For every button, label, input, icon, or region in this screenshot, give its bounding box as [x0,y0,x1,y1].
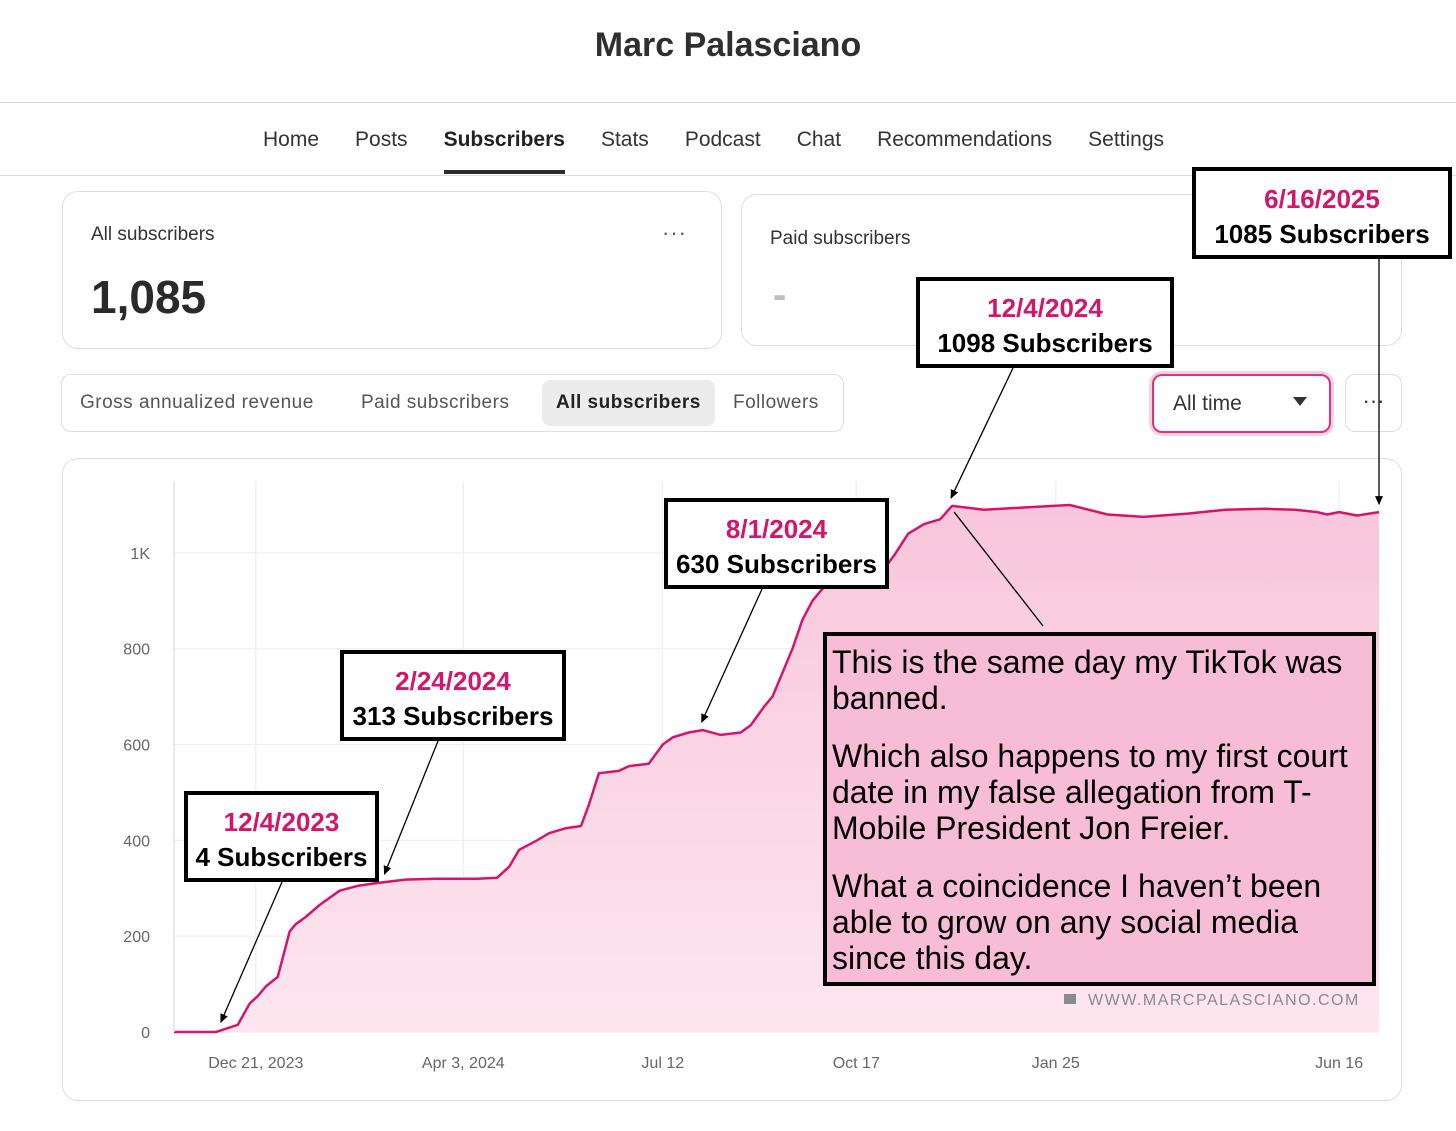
callout-feb-2024: 2/24/2024 313 Subscribers [340,650,566,741]
callout-count: 313 Subscribers [352,701,554,731]
watermark: WWW.MARCPALASCIANO.COM [1064,992,1360,1010]
caret-down-icon [1293,397,1307,406]
callout-date: 12/4/2024 [987,293,1103,323]
main-nav: Home Posts Subscribers Stats Podcast Cha… [263,126,1164,174]
tiktok-ban-note: This is the same day my TikTok was banne… [823,632,1376,986]
y-tick-label: 800 [123,642,150,659]
y-tick-label: 400 [123,833,150,850]
x-tick-label: Jan 25 [1032,1055,1080,1072]
chart-card [62,458,1402,1101]
y-tick-label: 1K [130,546,150,563]
nav-divider [0,175,1456,176]
header-divider [0,102,1456,103]
callout-date: 2/24/2024 [395,666,511,696]
axis-layer: 0 200 400 600 800 1K Dec 21, 2023 Apr 3, 2024 Ju… [123,481,1363,1072]
y-tick-label: 200 [123,929,150,946]
tab-podcast[interactable]: Podcast [684,128,761,151]
callout-jun-2025: 6/16/2025 1085 Subscribers [1192,167,1452,259]
callout-dec-2023: 12/4/2023 4 Subscribers [184,791,379,882]
callout-aug-2024: 8/1/2024 630 Subscribers [664,498,889,589]
annotation-arrow [701,588,763,724]
watermark-text: WWW.MARCPALASCIANO.COM [1088,992,1360,1009]
paid-subscribers-label: Paid subscribers [770,228,911,249]
x-tick-label: Apr 3, 2024 [422,1055,505,1072]
callout-date: 6/16/2025 [1264,184,1380,214]
callout-count: 1098 Subscribers [937,328,1153,358]
note-paragraph: Which also happens to my first court dat… [832,738,1348,846]
annotation-arrow [950,367,1014,499]
page-title: Marc Palasciano [594,26,862,64]
tab-gross-annualized-revenue[interactable]: Gross annualized revenue [80,392,314,413]
metric-tabs: Gross annualized revenue Paid subscriber… [61,374,844,432]
annotation-arrow [220,881,283,1024]
all-subscribers-value: 1,085 [91,271,207,323]
bookmark-icon [1064,993,1076,1004]
note-paragraph: What a coincidence I haven’t been able t… [832,868,1322,976]
all-subscribers-card: All subscribers ··· 1,085 [62,191,722,349]
all-subscribers-label: All subscribers [91,224,215,245]
more-horizontal-icon[interactable]: ··· [662,220,687,245]
tab-subscribers[interactable]: Subscribers [443,126,566,174]
tab-home[interactable]: Home [263,128,320,151]
tab-followers[interactable]: Followers [733,392,819,413]
x-tick-label: Dec 21, 2023 [208,1055,303,1072]
callout-date: 8/1/2024 [725,514,828,544]
paid-subscribers-value: - [773,273,787,317]
tab-paid-subscribers[interactable]: Paid subscribers [361,392,510,413]
callout-count: 1085 Subscribers [1214,219,1430,249]
subscribers-line [174,503,1380,1034]
tab-recommendations[interactable]: Recommendations [877,128,1053,151]
tab-settings[interactable]: Settings [1088,128,1165,151]
y-tick-label: 600 [123,738,150,755]
callout-count: 630 Subscribers [676,549,877,579]
tab-all-subscribers[interactable]: All subscribers [542,380,715,426]
annotation-arrow [383,740,439,875]
callout-date: 12/4/2023 [223,807,340,837]
x-tick-label: Jul 12 [641,1055,684,1072]
note-arrow [953,511,1044,627]
time-range-label: All time [1173,392,1242,415]
tab-stats[interactable]: Stats [600,128,649,151]
tab-posts[interactable]: Posts [355,128,408,151]
note-paragraph: This is the same day my TikTok was banne… [832,644,1343,716]
callout-count: 4 Subscribers [195,842,368,872]
x-tick-label: Jun 16 [1315,1055,1363,1072]
arrow-layer [220,259,1383,1024]
callout-dec-2024: 12/4/2024 1098 Subscribers [916,277,1174,368]
tab-chat[interactable]: Chat [796,128,842,151]
x-tick-label: Oct 17 [833,1055,880,1072]
time-range-select[interactable]: All time [1152,374,1331,433]
y-tick-label: 0 [141,1025,150,1042]
